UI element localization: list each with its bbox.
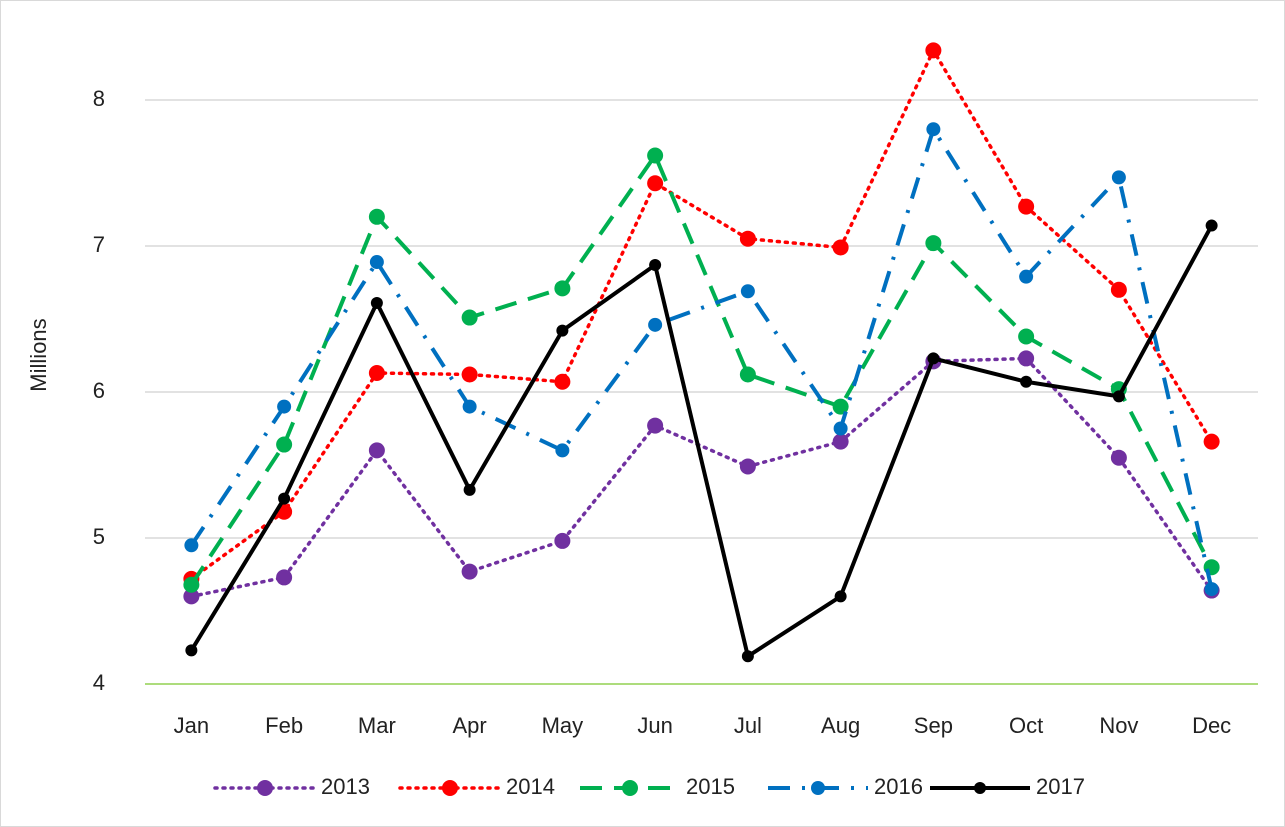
data-point (647, 147, 664, 164)
data-point (926, 122, 941, 137)
data-point (1018, 350, 1035, 367)
data-point (461, 309, 478, 326)
data-point (1019, 269, 1034, 284)
data-point (368, 365, 385, 382)
x-tick-label: Apr (453, 713, 487, 738)
data-point (368, 208, 385, 225)
data-point (647, 417, 664, 434)
data-point (925, 42, 942, 59)
data-point (833, 421, 848, 436)
y-tick-label: 7 (93, 232, 105, 257)
data-point (739, 458, 756, 475)
data-point (740, 284, 755, 299)
data-point (739, 230, 756, 247)
y-tick-label: 5 (93, 524, 105, 549)
data-point (1018, 198, 1035, 215)
data-point (1020, 375, 1033, 388)
data-point (925, 235, 942, 252)
x-tick-label: Mar (358, 713, 396, 738)
y-tick-label: 4 (93, 670, 105, 695)
x-tick-label: Oct (1009, 713, 1043, 738)
data-point (184, 538, 199, 553)
legend-label: 2017 (1036, 774, 1085, 799)
data-point (1203, 433, 1220, 450)
data-point (647, 175, 664, 192)
legend-marker (257, 780, 273, 796)
series-line (189, 356, 1214, 599)
legend-marker (974, 782, 986, 794)
data-point (741, 650, 754, 663)
data-point (1110, 281, 1127, 298)
x-tick-label: Nov (1099, 713, 1138, 738)
legend-label: 2015 (686, 774, 735, 799)
series-line (189, 127, 1214, 590)
data-point (834, 590, 847, 603)
x-tick-label: Aug (821, 713, 860, 738)
data-point (927, 352, 940, 365)
x-tick-label: Dec (1192, 713, 1231, 738)
data-point (461, 366, 478, 383)
series-line (189, 224, 1214, 659)
y-tick-label: 6 (93, 378, 105, 403)
data-point (462, 399, 477, 414)
data-point (739, 366, 756, 383)
data-point (832, 433, 849, 450)
legend-marker (442, 780, 458, 796)
data-point (1204, 582, 1219, 597)
y-tick-label: 8 (93, 86, 105, 111)
legend-label: 2014 (506, 774, 555, 799)
x-tick-label: Jun (637, 713, 672, 738)
y-axis-label: Millions (26, 318, 51, 391)
legend-label: 2016 (874, 774, 923, 799)
data-point (183, 588, 200, 605)
data-point (369, 255, 384, 270)
data-point (276, 569, 293, 586)
data-point (832, 398, 849, 415)
x-tick-label: Feb (265, 713, 303, 738)
data-point (278, 492, 291, 505)
data-point (276, 436, 293, 453)
x-tick-label: Jul (734, 713, 762, 738)
data-point (554, 280, 571, 297)
data-point (1110, 449, 1127, 466)
data-point (1112, 390, 1125, 403)
data-point (461, 563, 478, 580)
data-point (368, 442, 385, 459)
data-point (463, 483, 476, 496)
data-point (1111, 170, 1126, 185)
x-tick-label: Jan (174, 713, 209, 738)
data-point (1205, 219, 1218, 232)
legend-marker (811, 781, 825, 795)
data-point (1018, 328, 1035, 345)
x-tick-label: May (542, 713, 584, 738)
data-point (183, 576, 200, 593)
data-point (648, 317, 663, 332)
x-tick-label: Sep (914, 713, 953, 738)
data-point (649, 258, 662, 271)
series-line (189, 153, 1214, 586)
data-point (185, 644, 198, 657)
data-point (554, 532, 571, 549)
legend-label: 2013 (321, 774, 370, 799)
data-point (556, 324, 569, 337)
data-point (554, 373, 571, 390)
data-point (555, 443, 570, 458)
data-point (277, 399, 292, 414)
data-point (370, 296, 383, 309)
legend-marker (622, 780, 638, 796)
data-point (832, 239, 849, 256)
